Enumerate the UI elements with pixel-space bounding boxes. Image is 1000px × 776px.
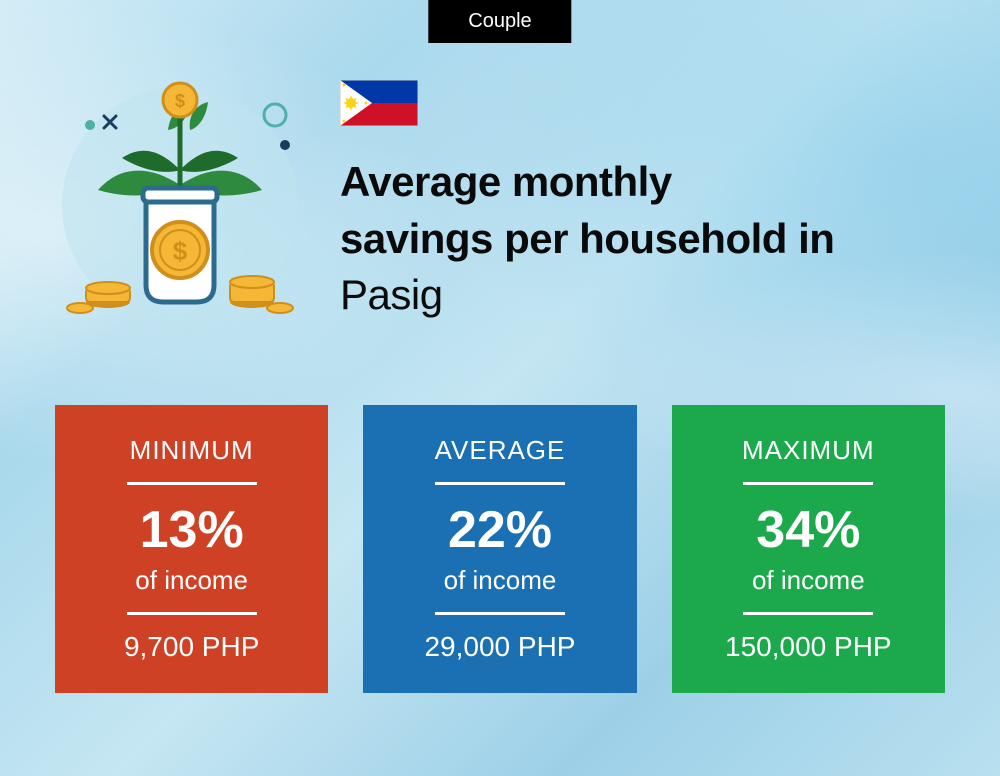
card-maximum: MAXIMUM 34% of income 150,000 PHP [672,405,945,693]
card-sub: of income [700,565,917,596]
divider [743,482,873,485]
category-badge-label: Couple [468,10,531,32]
divider [435,612,565,615]
divider [127,482,257,485]
savings-jar-illustration: $ $ [50,70,310,330]
card-amount: 29,000 PHP [391,631,608,663]
card-percent: 13% [83,501,300,561]
svg-text:$: $ [173,236,188,266]
card-amount: 150,000 PHP [700,631,917,663]
card-amount: 9,700 PHP [83,631,300,663]
title-column: Average monthly savings per household in… [340,70,960,324]
card-label: MINIMUM [83,435,300,466]
card-sub: of income [83,565,300,596]
divider [435,482,565,485]
title-city: Pasig [340,271,443,318]
card-percent: 22% [391,501,608,561]
card-minimum: MINIMUM 13% of income 9,700 PHP [55,405,328,693]
page-title: Average monthly savings per household in… [340,154,960,324]
title-line-1: Average monthly [340,158,672,205]
card-percent: 34% [700,501,917,561]
divider [743,612,873,615]
divider [127,612,257,615]
stat-cards: MINIMUM 13% of income 9,700 PHP AVERAGE … [55,405,945,693]
card-average: AVERAGE 22% of income 29,000 PHP [363,405,636,693]
category-badge: Couple [428,0,571,43]
card-sub: of income [391,565,608,596]
title-line-2: savings per household in [340,215,834,262]
svg-text:$: $ [175,91,185,111]
card-label: AVERAGE [391,435,608,466]
philippines-flag-icon [340,80,418,126]
card-label: MAXIMUM [700,435,917,466]
header: $ $ [50,70,960,330]
